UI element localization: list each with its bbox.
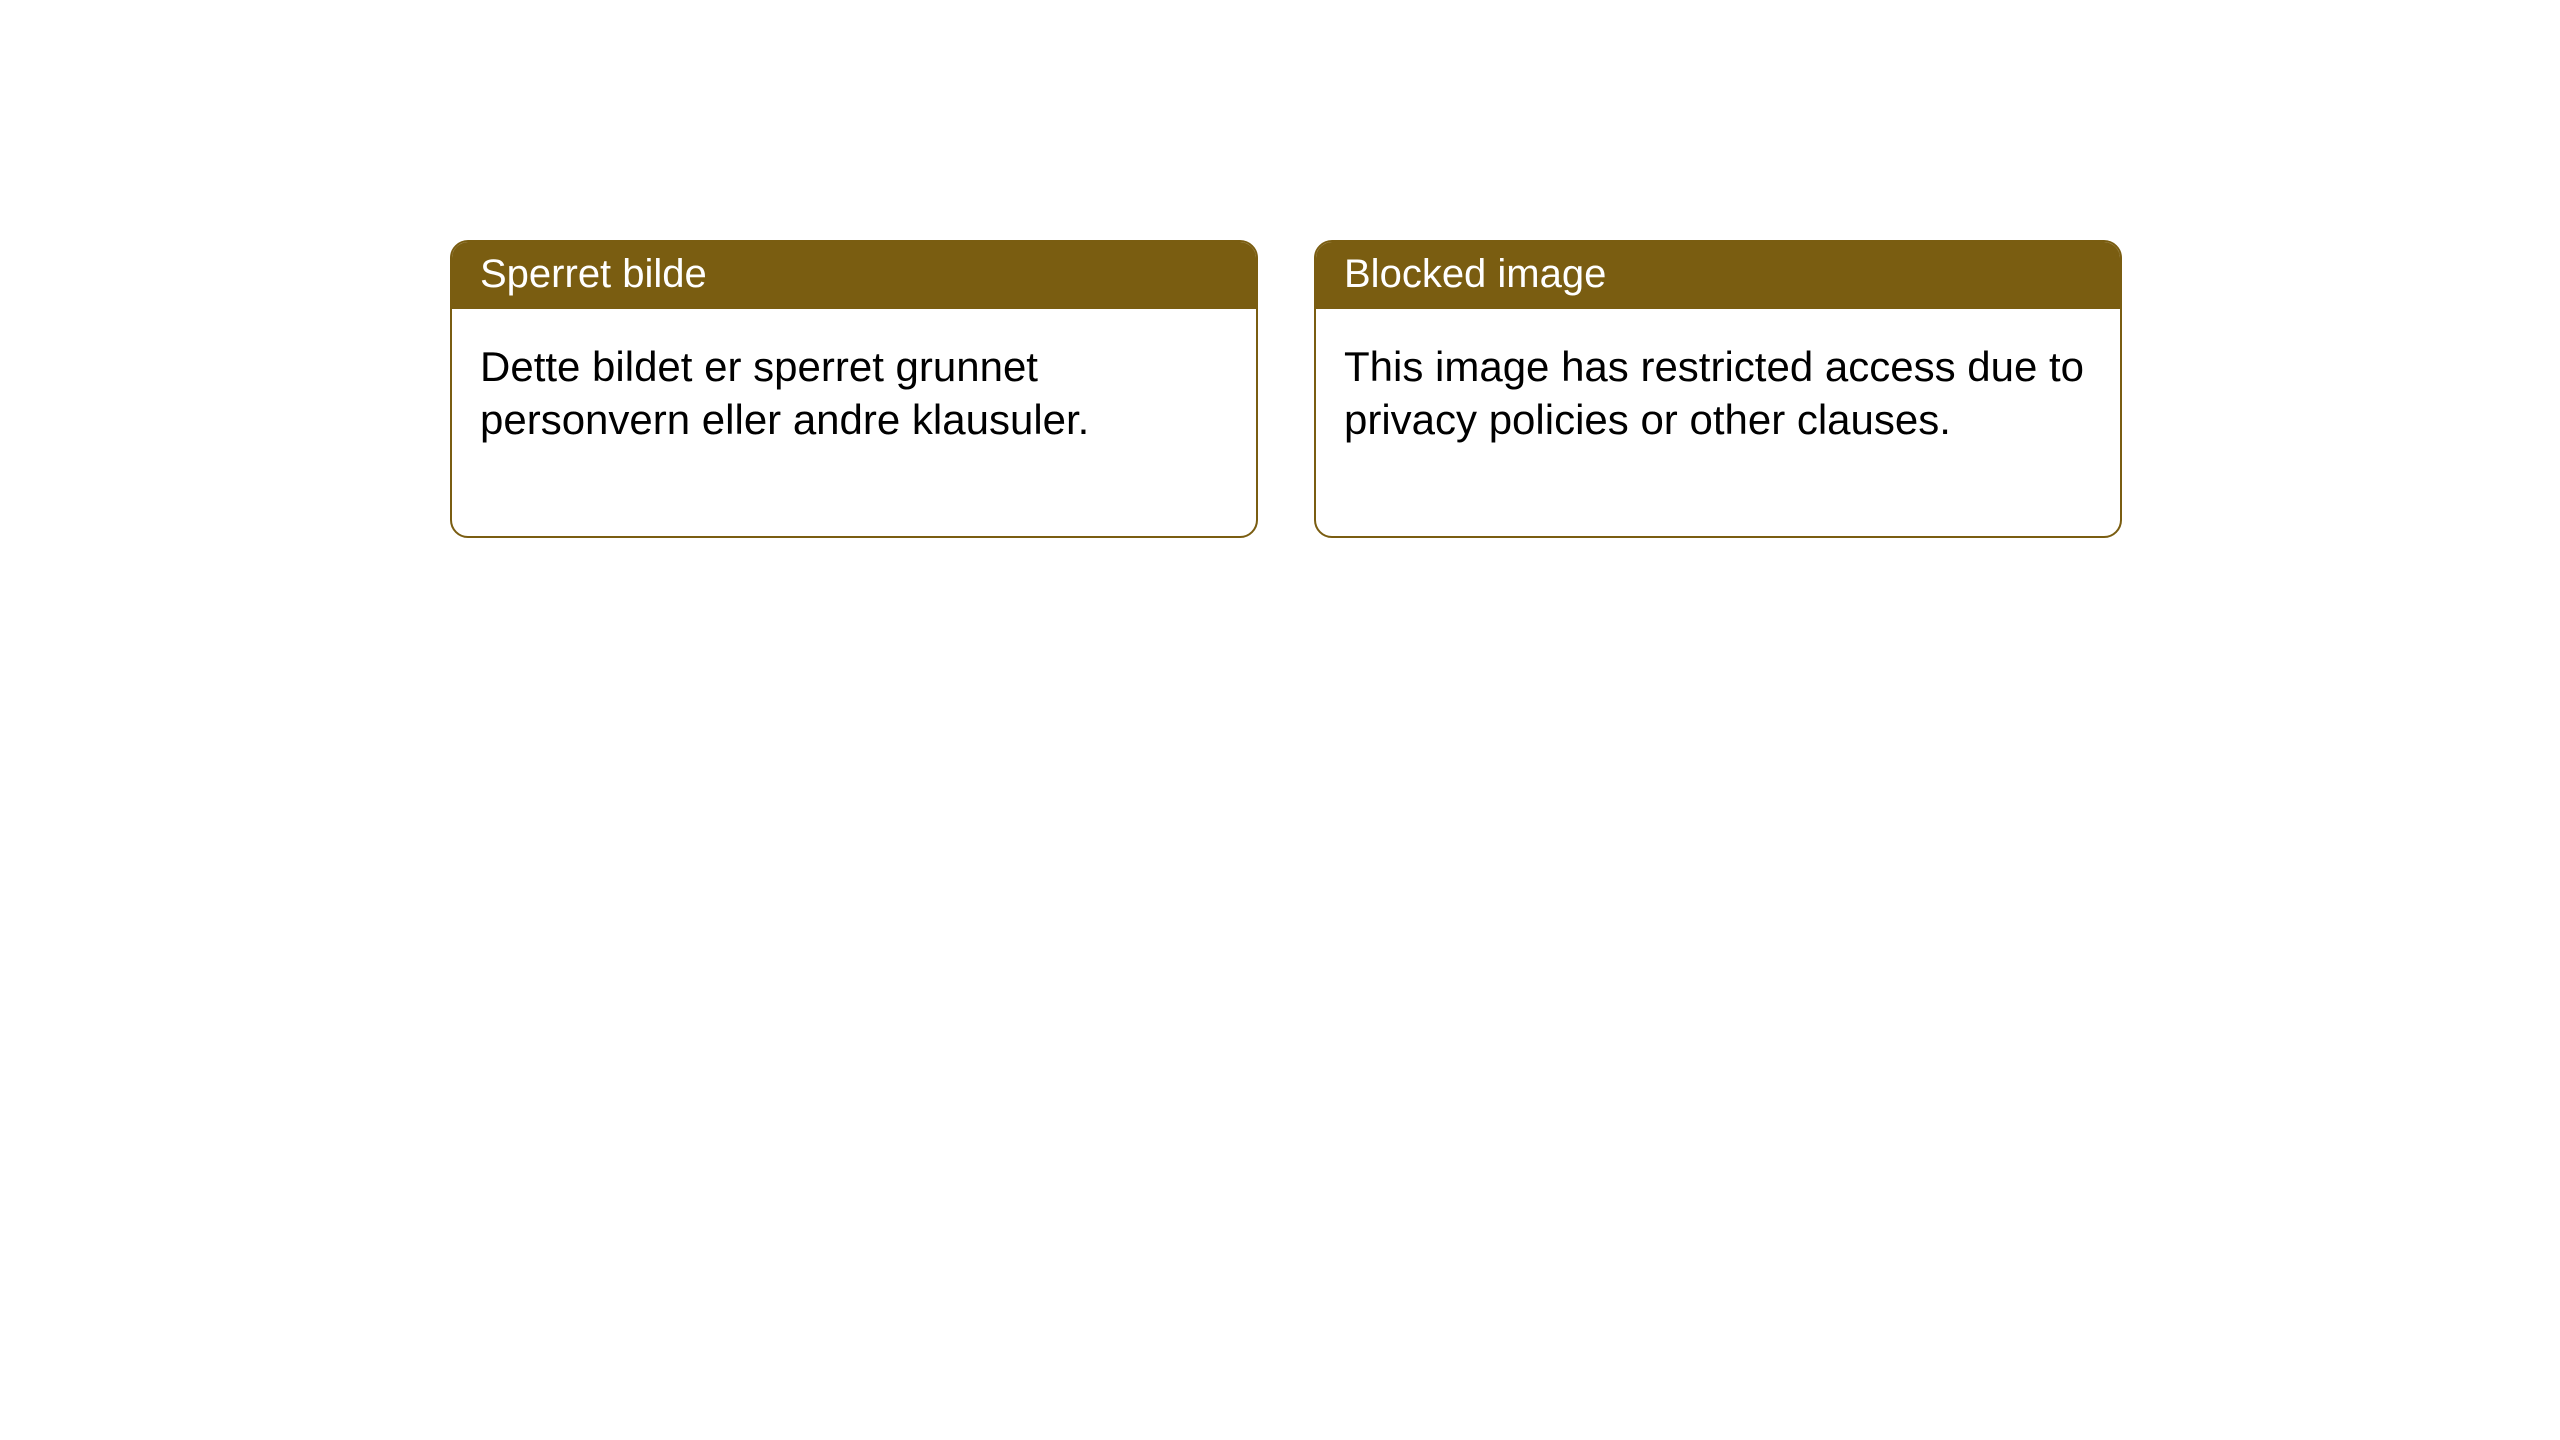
notice-title-norwegian: Sperret bilde <box>452 242 1256 309</box>
notice-card-norwegian: Sperret bilde Dette bildet er sperret gr… <box>450 240 1258 538</box>
notice-title-english: Blocked image <box>1316 242 2120 309</box>
notice-body-norwegian: Dette bildet er sperret grunnet personve… <box>452 309 1256 536</box>
notice-container: Sperret bilde Dette bildet er sperret gr… <box>0 0 2560 538</box>
notice-body-english: This image has restricted access due to … <box>1316 309 2120 536</box>
notice-card-english: Blocked image This image has restricted … <box>1314 240 2122 538</box>
